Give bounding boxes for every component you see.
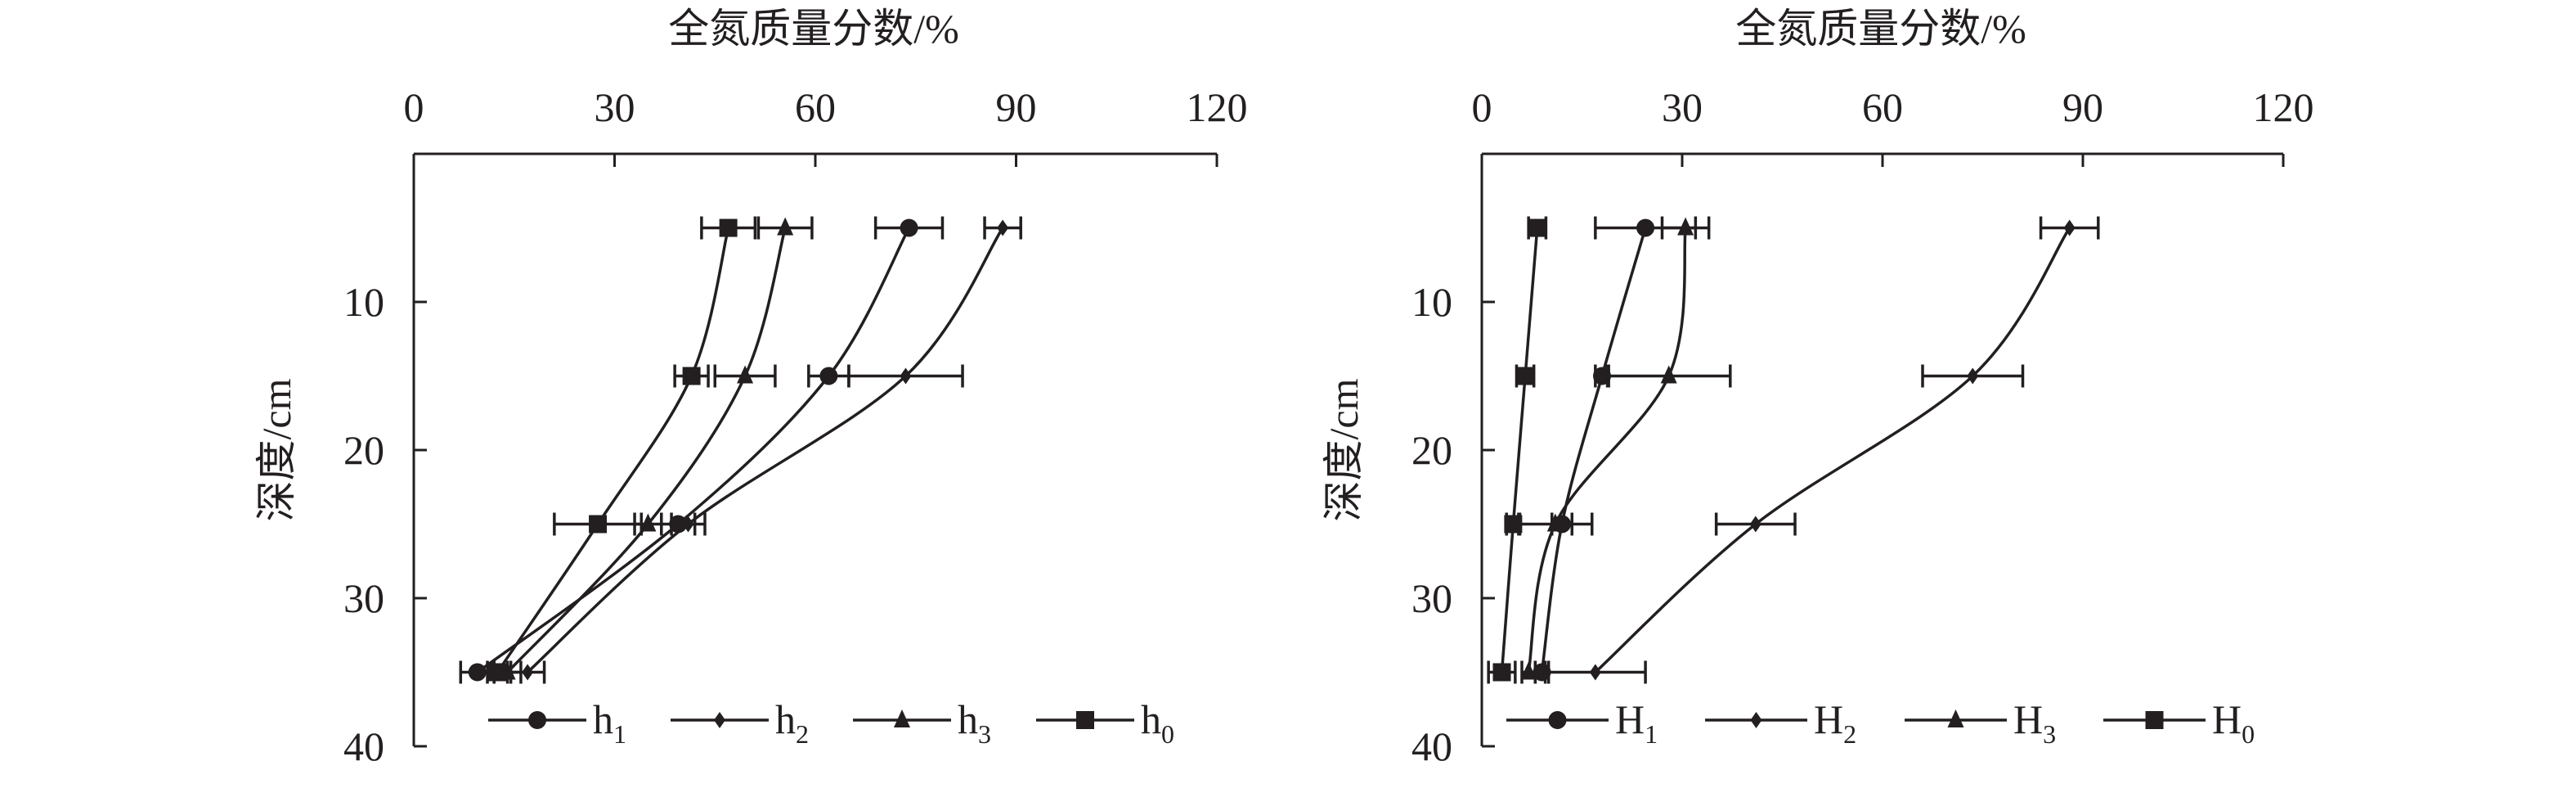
series-line xyxy=(1527,227,1687,673)
data-point xyxy=(819,367,838,385)
legend-marker xyxy=(1947,709,1964,727)
data-point xyxy=(1504,515,1523,534)
data-point xyxy=(1528,218,1546,237)
chart-panel-right: 全氮质量分数/% 0 30 60 90 120 10 20 30 40 深度/cm H1 H2 H3 H0 xyxy=(1321,6,2314,769)
data-point xyxy=(640,513,657,532)
legend-marker xyxy=(1548,711,1567,729)
data-point xyxy=(488,663,507,682)
y-tick-label: 20 xyxy=(1411,427,1452,473)
series-line xyxy=(1540,227,1647,673)
data-point xyxy=(1636,218,1655,237)
data-point xyxy=(682,516,694,533)
data-point xyxy=(900,367,912,385)
legend-label: H0 xyxy=(2212,696,2255,749)
series-line xyxy=(476,227,911,673)
x-tick-label: 30 xyxy=(595,84,635,130)
series-line xyxy=(1594,227,2071,673)
x-tick-label: 90 xyxy=(996,84,1037,130)
x-tick-label: 90 xyxy=(2062,84,2103,130)
y-tick-label: 30 xyxy=(343,575,384,621)
data-point xyxy=(737,365,754,384)
x-tick-label: 60 xyxy=(795,84,836,130)
series-h3 xyxy=(492,216,814,684)
y-tick-label: 10 xyxy=(343,279,384,325)
series-H3 xyxy=(1517,216,1732,684)
y-axis-label: 深度/cm xyxy=(254,378,299,521)
series-H0 xyxy=(1487,216,1548,684)
data-point xyxy=(2063,219,2076,236)
legend-marker xyxy=(1750,712,1762,728)
y-tick-label: 40 xyxy=(1411,723,1452,769)
data-point xyxy=(1967,367,1979,385)
series-h2 xyxy=(509,216,1022,684)
data-point xyxy=(1677,217,1694,236)
data-point xyxy=(1660,365,1677,384)
data-point xyxy=(719,218,738,237)
x-tick-label: 30 xyxy=(1662,84,1703,130)
data-point xyxy=(900,218,918,237)
chart-title: 全氮质量分数/% xyxy=(1735,6,2026,52)
y-axis-label: 深度/cm xyxy=(1321,378,1367,521)
y-tick-label: 10 xyxy=(1411,279,1452,325)
x-tick-label: 120 xyxy=(1187,84,1248,130)
series-h0 xyxy=(486,216,757,684)
y-tick-label: 30 xyxy=(1411,575,1452,621)
data-point xyxy=(468,663,487,682)
x-tick-label: 0 xyxy=(1472,84,1492,130)
x-tick-label: 120 xyxy=(2253,84,2314,130)
legend-marker xyxy=(894,709,910,727)
series-line xyxy=(506,227,787,673)
legend-marker xyxy=(528,711,546,729)
legend-label: h2 xyxy=(775,696,809,749)
series-line xyxy=(526,227,1004,673)
data-point xyxy=(682,367,701,385)
legend-marker xyxy=(714,712,725,728)
legend-marker xyxy=(2145,711,2164,729)
legend-label: h0 xyxy=(1141,696,1174,749)
x-tick-label: 0 xyxy=(404,84,424,130)
x-tick-label: 60 xyxy=(1862,84,1903,130)
data-point xyxy=(777,217,794,236)
data-point xyxy=(522,664,534,681)
data-point xyxy=(1492,663,1511,682)
y-tick-label: 40 xyxy=(343,723,384,769)
chart-title: 全氮质量分数/% xyxy=(668,6,959,52)
series-H2 xyxy=(1543,216,2100,684)
data-point xyxy=(1516,367,1535,385)
legend-label: h3 xyxy=(958,696,991,749)
chart-panel-left: 全氮质量分数/% 0 30 60 90 120 10 20 30 40 深度/cm h1 h2 h3 h0 xyxy=(254,6,1248,769)
legend-label: H2 xyxy=(1814,696,1856,749)
legend-label: h1 xyxy=(593,696,626,749)
data-point xyxy=(1520,661,1537,680)
data-point xyxy=(589,515,608,534)
data-point xyxy=(997,219,1009,236)
data-point xyxy=(1749,516,1761,533)
legend-label: H3 xyxy=(2013,696,2056,749)
series-line xyxy=(1500,227,1539,673)
series-line xyxy=(496,227,730,673)
data-point xyxy=(1589,664,1601,681)
data-point xyxy=(1546,513,1564,532)
legend-label: H1 xyxy=(1615,696,1658,749)
legend-marker xyxy=(1076,711,1094,729)
y-tick-label: 20 xyxy=(343,427,384,473)
